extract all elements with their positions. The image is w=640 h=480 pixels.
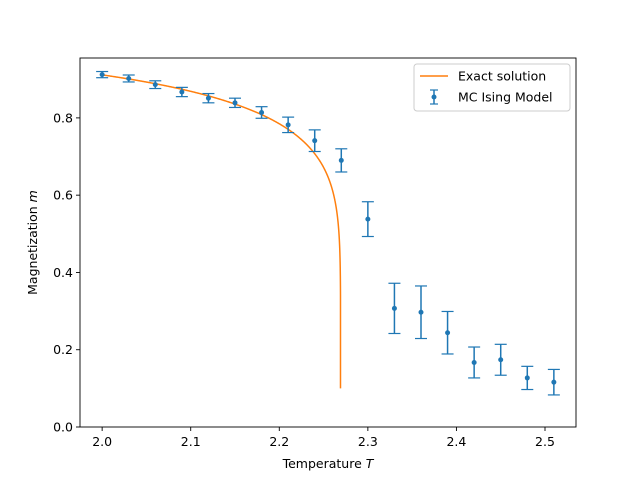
legend-swatch-mc-ising-model	[430, 89, 438, 105]
data-marker	[338, 157, 344, 163]
mc-data-point	[441, 310, 454, 355]
mc-data-point	[388, 282, 401, 335]
data-marker	[365, 216, 371, 222]
mc-data-point	[229, 97, 241, 109]
data-marker	[259, 109, 265, 115]
data-marker	[498, 357, 504, 363]
data-marker	[179, 89, 185, 95]
plot-frame	[79, 57, 577, 428]
mc-data-point	[175, 86, 188, 98]
legend-label-mc-ising-model: MC Ising Model	[458, 90, 553, 105]
data-marker	[99, 72, 105, 78]
y-tick-label: 0.0	[53, 420, 73, 435]
mc-data-point	[335, 148, 348, 173]
data-marker	[445, 330, 451, 336]
exact-solution-line	[102, 74, 342, 389]
mc-data-point	[96, 70, 109, 79]
data-marker	[126, 75, 132, 81]
y-tick-label: 0.4	[53, 265, 73, 280]
plot-area	[96, 70, 560, 396]
x-axis-label: Temperature T	[282, 456, 375, 471]
data-marker	[312, 138, 318, 144]
data-marker	[232, 100, 238, 106]
data-marker	[418, 309, 424, 315]
mc-data-point	[255, 106, 268, 119]
data-marker	[285, 122, 291, 128]
data-marker	[152, 82, 158, 88]
mc-data-point	[282, 116, 295, 134]
mc-data-point	[521, 365, 534, 391]
x-tick-label: 2.3	[358, 434, 378, 449]
y-axis-label: Magnetization m	[25, 190, 40, 295]
y-tick-label: 0.2	[53, 342, 73, 357]
mc-data-point	[308, 129, 321, 153]
legend-box	[413, 63, 571, 112]
legend-entry-mc-ising-model: MC Ising Model	[430, 89, 553, 105]
x-tick-label: 2.5	[535, 434, 555, 449]
data-marker	[524, 375, 530, 381]
mc-data-point	[468, 346, 481, 379]
x-tick-label: 2.1	[181, 434, 201, 449]
x-tick-label: 2.4	[446, 434, 466, 449]
x-axis-ticks: 2.0 2.1 2.2 2.3 2.4 2.5	[92, 427, 555, 449]
x-tick-label: 2.0	[92, 434, 112, 449]
data-marker	[551, 379, 557, 385]
mc-data-point	[122, 74, 135, 83]
data-marker	[391, 305, 397, 311]
mc-data-point	[202, 92, 215, 104]
x-tick-label: 2.2	[269, 434, 289, 449]
mc-data-point	[494, 343, 507, 376]
data-marker	[205, 95, 211, 101]
legend: Exact solution MC Ising Model	[413, 63, 571, 112]
mc-data-point	[547, 368, 560, 396]
mc-data-point	[361, 201, 374, 238]
legend-entry-exact-solution: Exact solution	[420, 69, 546, 84]
y-tick-label: 0.8	[53, 110, 73, 125]
mc-data-point	[149, 80, 162, 90]
mc-data-point	[415, 285, 427, 340]
y-axis-ticks: 0.0 0.2 0.4 0.6 0.8	[53, 110, 80, 435]
data-marker	[471, 359, 477, 365]
y-tick-label: 0.6	[53, 188, 73, 203]
legend-marker	[431, 94, 437, 100]
legend-label-exact-solution: Exact solution	[458, 69, 546, 84]
